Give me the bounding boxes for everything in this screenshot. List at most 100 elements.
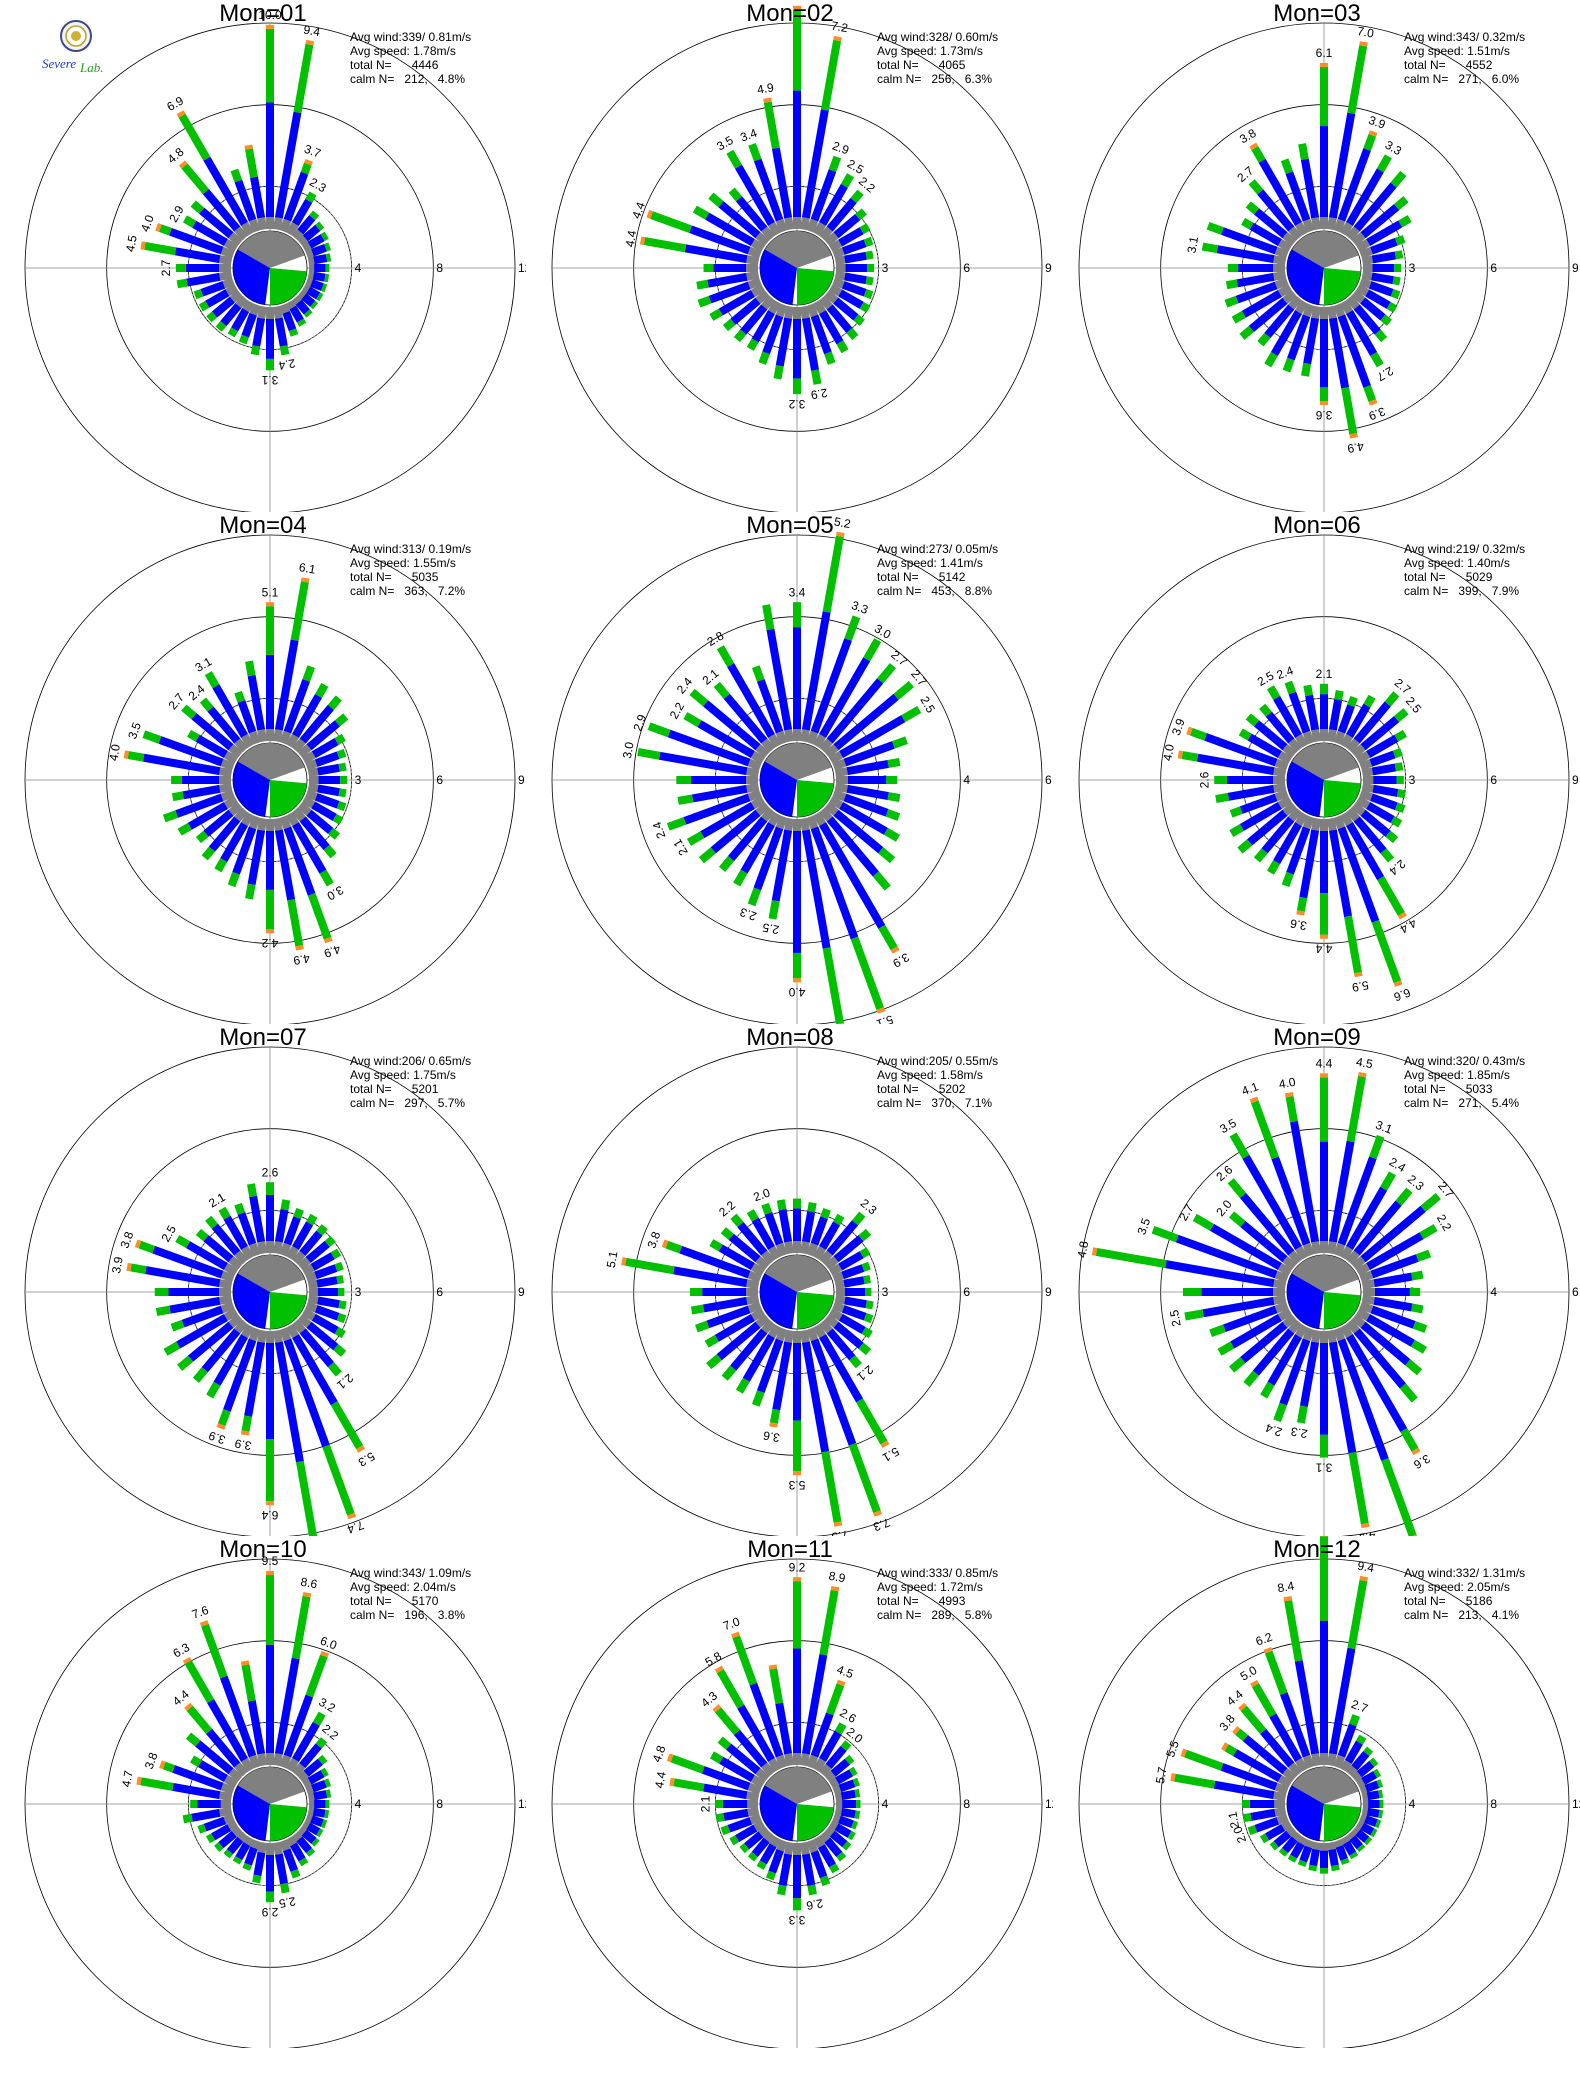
wind-bar — [793, 1420, 801, 1472]
wind-bar — [1368, 130, 1378, 137]
wind-bar — [1361, 782, 1374, 793]
wind-bar — [301, 241, 312, 252]
wind-bar — [1394, 762, 1404, 772]
wind-bar — [223, 1849, 233, 1859]
wind-bar — [211, 296, 235, 318]
wind-bar — [212, 684, 248, 738]
wind-bar — [819, 738, 833, 753]
wind-bar — [806, 815, 819, 830]
bar-label: 3.4 — [738, 126, 759, 145]
wind-bar — [248, 1754, 261, 1769]
wind-bar — [305, 1784, 314, 1795]
stats-avg-speed: Avg speed: 1.51m/s — [1404, 44, 1510, 58]
wind-bar — [833, 297, 859, 321]
calm-pie-west — [1287, 249, 1324, 305]
wind-bar — [178, 113, 211, 161]
wind-bar — [266, 831, 274, 890]
wind-bar — [182, 784, 221, 800]
wind-bar — [199, 207, 234, 239]
wind-bar — [702, 700, 761, 751]
wind-rose-panel: 2464.44.54.04.13.52.62.02.73.12.42.32.72… — [1054, 1024, 1580, 1536]
wind-bar — [810, 1712, 834, 1758]
wind-bar — [145, 1266, 221, 1288]
wind-bar — [1181, 751, 1199, 762]
wind-bar — [1360, 1205, 1426, 1263]
wind-rose-svg: 481210.09.46.94.83.72.34.54.02.92.73.12.… — [24, 8, 526, 512]
wind-bar — [1220, 227, 1278, 255]
wind-bar — [1228, 1357, 1246, 1373]
wind-bar — [769, 1408, 781, 1424]
wind-bar — [727, 1817, 753, 1833]
wind-bar — [253, 1851, 266, 1877]
wind-bar — [195, 830, 209, 844]
wind-bar — [1260, 1381, 1275, 1399]
bar-label: 6.1 — [298, 560, 317, 577]
wind-bar — [218, 1830, 237, 1849]
wind-bar — [750, 1308, 766, 1321]
wind-bar — [266, 217, 274, 229]
wind-bar — [1346, 1319, 1360, 1334]
wind-bar — [834, 1279, 845, 1290]
wind-bar — [1245, 713, 1260, 727]
ring-label: 9 — [1572, 261, 1579, 275]
wind-bar — [775, 1702, 793, 1755]
wind-bar — [159, 1760, 166, 1770]
wind-bar — [1286, 826, 1311, 875]
wind-bar — [1265, 711, 1295, 744]
wind-bar — [197, 1760, 228, 1782]
bar-label: 3.2 — [788, 397, 805, 411]
calm-pie-north — [1291, 1255, 1359, 1292]
wind-bar — [1224, 1744, 1238, 1757]
wind-bar — [830, 1758, 850, 1777]
wind-bar — [222, 277, 235, 289]
wind-bar — [717, 1736, 732, 1750]
wind-bar — [227, 871, 240, 888]
wind-bar — [673, 1266, 748, 1288]
wind-bar — [257, 217, 268, 231]
wind-bar — [307, 767, 319, 778]
calm-pie-north — [764, 743, 832, 780]
wind-bar — [1226, 776, 1273, 784]
wind-bar — [1213, 1780, 1275, 1800]
wind-bar — [1366, 1790, 1380, 1801]
wind-bar — [223, 1308, 239, 1321]
wind-bar — [1295, 733, 1308, 749]
wind-bar — [1370, 351, 1384, 368]
wind-bar — [1356, 1844, 1366, 1853]
wind-bar — [240, 1430, 250, 1436]
wind-bar — [1282, 290, 1297, 304]
calm-pie-north — [237, 743, 305, 780]
wind-bar — [849, 1355, 862, 1369]
wind-bar — [241, 1323, 254, 1339]
wind-bar — [856, 1398, 888, 1445]
wind-bar — [1333, 1839, 1344, 1848]
wind-bar — [824, 351, 836, 365]
wind-bar — [784, 729, 795, 743]
wind-bar — [199, 697, 214, 712]
wind-bar — [1273, 1294, 1287, 1305]
lab-seal-icon: Severe Lab. — [42, 20, 103, 75]
wind-bar — [272, 1841, 283, 1855]
wind-bar — [1258, 158, 1302, 226]
wind-bar — [756, 1860, 767, 1870]
wind-bar — [297, 744, 312, 758]
wind-bar — [749, 1682, 784, 1758]
ring-label: 9 — [1045, 261, 1052, 275]
wind-bar — [747, 277, 762, 290]
ring-label: 3 — [1409, 773, 1416, 787]
wind-bar — [234, 738, 248, 753]
wind-bar — [885, 809, 901, 821]
wind-bar — [305, 1847, 316, 1857]
wind-bar — [127, 751, 145, 762]
wind-bar — [1368, 281, 1394, 297]
wind-bar — [676, 776, 692, 784]
wind-bar — [848, 1443, 881, 1513]
wind-bar — [819, 226, 833, 241]
wind-bar — [1273, 776, 1285, 784]
wind-bar — [1320, 1073, 1328, 1078]
chart-title: Mon=02 — [746, 0, 834, 27]
wind-bar — [1320, 126, 1328, 217]
wind-bar — [834, 1294, 846, 1305]
wind-bar — [206, 1728, 241, 1768]
wind-bar — [291, 1595, 311, 1660]
